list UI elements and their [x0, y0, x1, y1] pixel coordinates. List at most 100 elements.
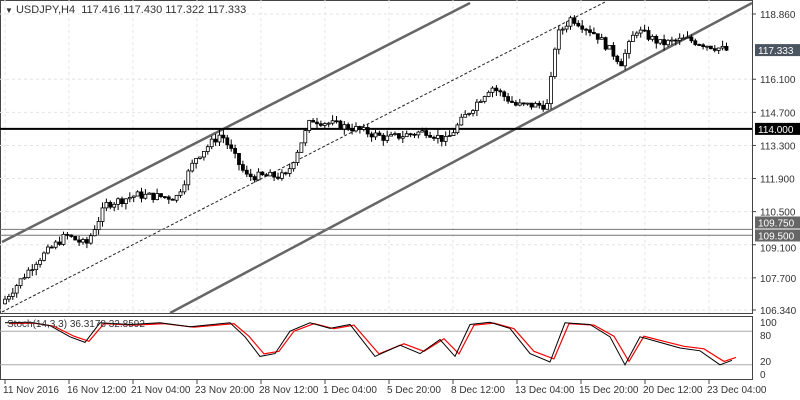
bear-candle: [311, 120, 316, 123]
bull-candle: [549, 76, 553, 104]
time-tick-label: 11 Nov 2016: [3, 385, 59, 396]
bull-candle: [135, 191, 140, 197]
time-tick-label: 28 Nov 12:00: [259, 385, 319, 396]
bear-candle: [170, 198, 175, 201]
price-tick-label: 109.100: [760, 244, 797, 255]
bull-candle: [217, 134, 222, 143]
bull-candle: [447, 135, 452, 137]
bull-candle: [190, 162, 195, 172]
bull-candle: [677, 37, 682, 41]
bull-candle: [81, 239, 85, 243]
bull-candle: [545, 103, 549, 110]
time-tick-label: 8 Dec 12:00: [451, 385, 505, 396]
stoch-level-label: 20: [760, 357, 772, 368]
bull-candle: [400, 136, 405, 139]
open-value: 117.416: [81, 4, 121, 16]
bear-candle: [283, 172, 288, 175]
bull-candle: [124, 198, 128, 205]
bear-candle: [272, 171, 277, 178]
bull-candle: [256, 171, 261, 181]
bull-candle: [127, 197, 132, 200]
bear-candle: [572, 17, 577, 24]
bull-candle: [26, 269, 31, 278]
bull-candle: [459, 116, 464, 126]
bull-candle: [404, 133, 409, 138]
bear-candle: [213, 138, 218, 143]
bear-candle: [580, 25, 585, 30]
bull-candle: [486, 91, 491, 97]
bear-candle: [689, 36, 694, 42]
bull-candle: [194, 158, 199, 164]
bull-candle: [303, 130, 308, 144]
bull-candle: [46, 246, 50, 254]
bear-candle: [108, 201, 113, 208]
bull-candle: [22, 277, 27, 280]
bull-candle: [100, 207, 105, 222]
bear-candle: [49, 246, 54, 249]
bull-candle: [295, 151, 300, 163]
bear-candle: [498, 90, 503, 93]
bear-candle: [424, 130, 429, 136]
bear-candle: [65, 233, 70, 236]
bear-candle: [724, 45, 729, 51]
bull-candle: [361, 127, 366, 130]
level-109500-tag-bg: [755, 229, 800, 242]
bear-candle: [252, 176, 257, 181]
bear-candle: [576, 22, 581, 27]
bear-candle: [697, 44, 702, 46]
bull-candle: [354, 126, 358, 132]
bull-candle: [471, 110, 475, 114]
level-109750-tag-bg: [755, 216, 800, 229]
bull-candle: [291, 162, 296, 170]
bear-candle: [615, 55, 620, 62]
bull-candle: [14, 285, 19, 294]
bear-candle: [221, 134, 226, 139]
bear-candle: [151, 192, 156, 200]
bull-candle: [451, 132, 456, 136]
time-tick-label: 21 Nov 04:00: [131, 385, 191, 396]
bull-candle: [474, 101, 479, 111]
level-114-tag-bg: [755, 122, 800, 135]
bull-candle: [53, 241, 58, 248]
bull-candle: [373, 132, 378, 138]
time-tick-label: 1 Dec 04:00: [323, 385, 377, 396]
bear-candle: [432, 136, 436, 139]
bear-candle: [541, 104, 546, 110]
bear-candle: [502, 91, 507, 97]
channel-lower-line: [169, 1, 753, 315]
time-tick-label: 16 Nov 12:00: [67, 385, 127, 396]
bear-candle: [225, 137, 230, 146]
bear-candle: [662, 39, 666, 46]
bull-candle: [330, 120, 335, 124]
bull-candle: [556, 29, 561, 50]
low-value: 117.322: [165, 4, 205, 16]
bear-candle: [264, 174, 269, 177]
bear-candle: [334, 120, 339, 123]
bear-candle: [346, 124, 351, 130]
bull-candle: [10, 292, 15, 297]
bear-candle: [315, 121, 319, 125]
bull-candle: [104, 201, 109, 209]
bull-candle: [443, 136, 448, 142]
bull-candle: [599, 37, 604, 40]
time-tick-label: 23 Dec 04:00: [707, 385, 767, 396]
bear-candle: [57, 241, 62, 245]
bear-candle: [369, 133, 374, 138]
bull-candle: [685, 36, 690, 39]
bear-candle: [233, 148, 238, 154]
bull-candle: [478, 101, 483, 103]
bull-candle: [3, 298, 7, 305]
bear-candle: [693, 40, 698, 45]
triangle-down-icon[interactable]: ▼: [5, 6, 13, 15]
price-tick-label: 110.500: [760, 208, 796, 219]
bull-candle: [186, 170, 191, 186]
bull-candle: [7, 296, 11, 300]
bull-candle: [96, 221, 101, 231]
bull-candle: [517, 102, 522, 106]
bull-candle: [201, 151, 206, 158]
bear-candle: [229, 144, 234, 149]
bull-candle: [634, 32, 639, 36]
bull-candle: [533, 102, 538, 108]
